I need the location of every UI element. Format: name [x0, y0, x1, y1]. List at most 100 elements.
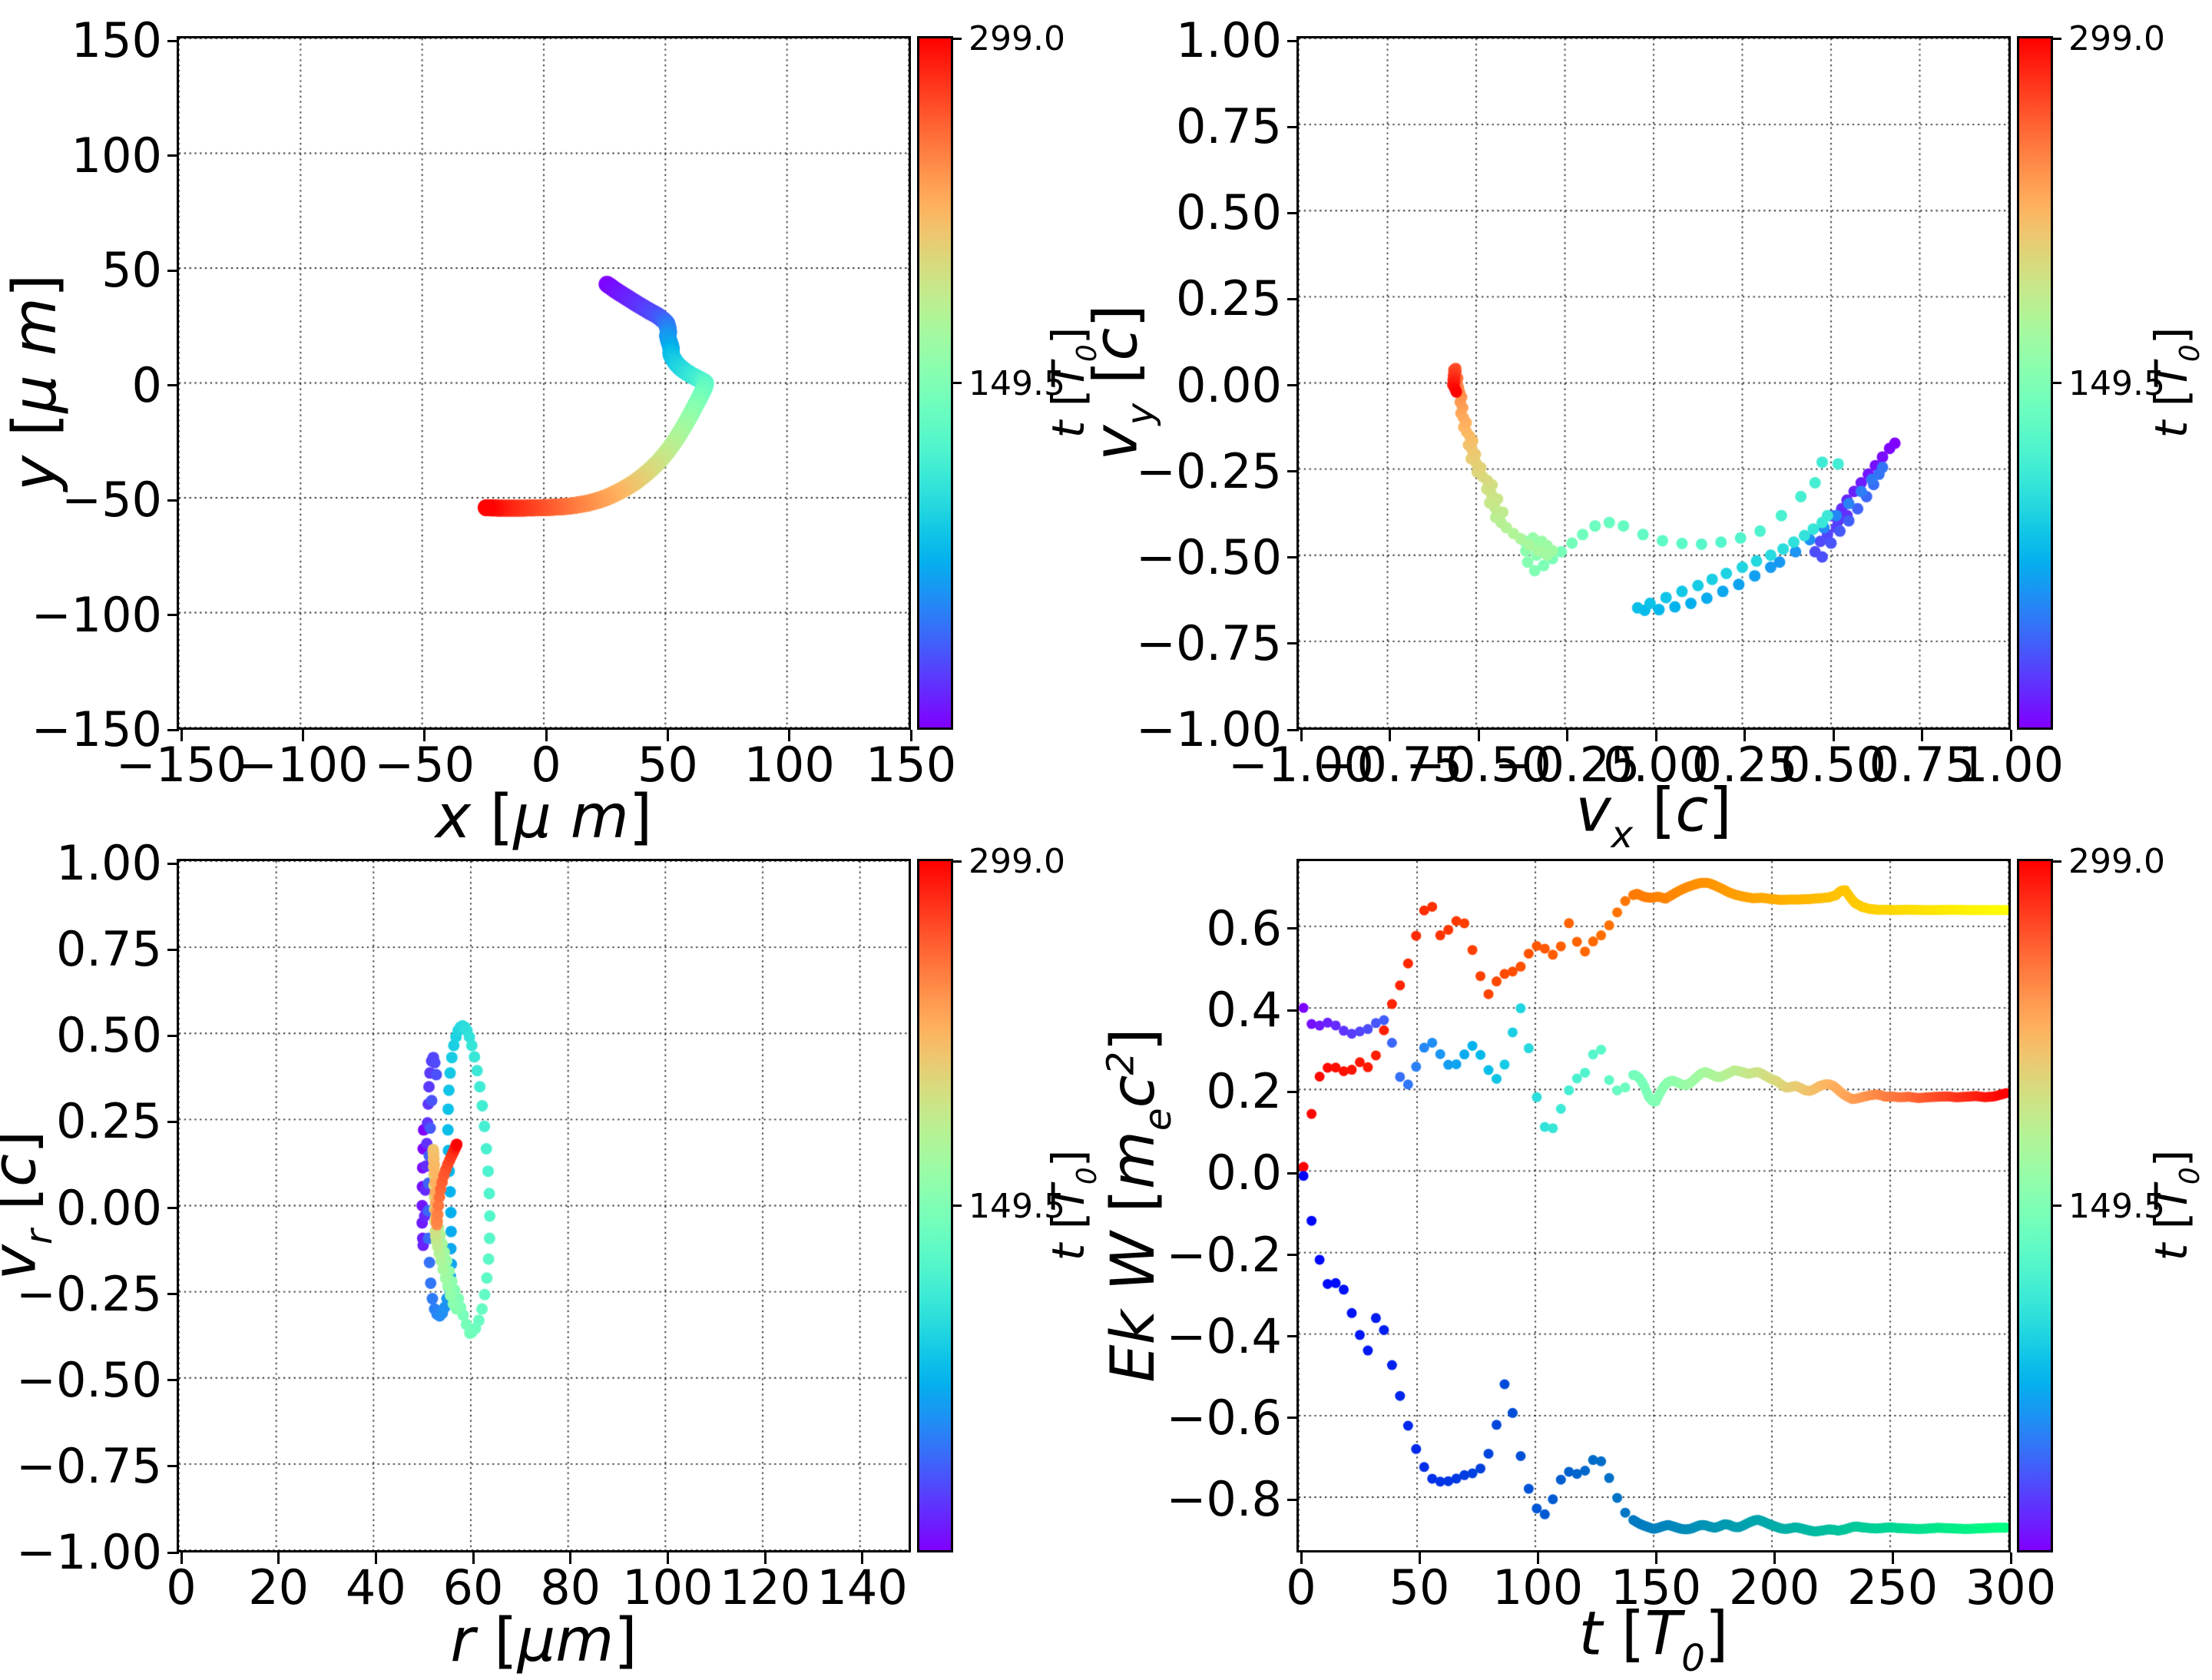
colorbar-tick [951, 382, 962, 384]
y-tick [167, 614, 179, 616]
radial-phase-space-canvas [179, 861, 909, 1550]
y-tick-label: −150 [31, 701, 162, 757]
y-tick-label: 150 [71, 12, 162, 68]
y-axis-label: y [μ m] [1, 273, 70, 492]
x-tick-label: −0.50 [1406, 737, 1551, 793]
y-tick-label: −0.6 [1166, 1389, 1282, 1446]
y-tick [167, 39, 179, 42]
y-tick [1287, 728, 1299, 731]
x-tick-label: 0 [166, 1559, 197, 1615]
x-tick-label: 60 [442, 1559, 504, 1615]
y-tick [167, 1207, 179, 1209]
x-axis-label: vx [c] [1575, 776, 1732, 857]
y-tick-label: 100 [71, 127, 162, 184]
y-tick-label: 1.00 [1175, 12, 1282, 68]
colorbar-tick [951, 1204, 962, 1207]
y-tick [1287, 211, 1299, 214]
x-tick-label: −100 [237, 737, 369, 793]
y-tick-label: −0.75 [1136, 615, 1282, 671]
y-tick [167, 1120, 179, 1123]
x-tick [423, 730, 426, 741]
x-tick [1654, 1552, 1657, 1564]
colorbar-tick-label: 299.0 [969, 19, 1065, 58]
x-tick [788, 730, 791, 741]
x-tick [1921, 730, 1923, 741]
y-tick [1287, 927, 1299, 930]
colorbar-tick [2051, 382, 2061, 384]
y-tick [167, 728, 179, 731]
x-tick [180, 730, 183, 741]
y-tick-label: −0.4 [1166, 1307, 1282, 1364]
y-tick-label: 0.0 [1206, 1145, 1282, 1201]
y-tick [1287, 1254, 1299, 1257]
x-tick-label: −0.75 [1316, 737, 1463, 793]
x-tick-label: 50 [637, 737, 698, 793]
x-tick [1477, 730, 1480, 741]
x-tick [301, 730, 304, 741]
x-tick [1536, 1552, 1539, 1564]
y-tick [167, 1293, 179, 1296]
colorbar: 299.0 149.5 [917, 22, 1065, 730]
colorbar-tick [951, 37, 962, 40]
y-tick [167, 269, 179, 272]
y-tick-label: 1.00 [55, 835, 162, 891]
y-tick [1287, 642, 1299, 645]
x-tick-label: 100 [622, 1559, 714, 1615]
plot-area-energy-work-time: 0 50 100 150 200 250 300 0.6 0.4 0.2 0.0 −0.2 −0.4 −0… [1166, 859, 2056, 1612]
x-tick [666, 1552, 669, 1564]
x-tick [666, 730, 669, 741]
colorbar-tick-label: 149.5 [969, 363, 1065, 403]
x-tick [2009, 1552, 2012, 1564]
x-tick-label: 0.25 [1691, 737, 1798, 793]
y-tick-label: 0.75 [1175, 98, 1282, 155]
y-tick [167, 499, 179, 502]
x-tick-label: 0 [1286, 1559, 1316, 1615]
y-tick [1287, 1171, 1299, 1175]
x-tick [1654, 730, 1657, 741]
y-tick-label: −0.50 [16, 1351, 162, 1408]
x-tick-label: 1.00 [1957, 737, 2065, 793]
y-tick-label: −0.75 [16, 1437, 162, 1494]
y-tick-label: −1.00 [1136, 701, 1282, 757]
y-tick-label: 0.2 [1206, 1063, 1282, 1120]
x-tick-label: 0 [531, 737, 561, 793]
x-tick-label: 140 [816, 1559, 908, 1615]
y-tick [167, 862, 179, 865]
y-tick-label: 0.25 [1175, 270, 1282, 327]
colorbar-tick-label: 149.5 [2068, 363, 2165, 403]
y-tick-label: 0.50 [55, 1007, 162, 1064]
x-tick-label: 0.50 [1780, 737, 1887, 793]
y-tick [167, 1379, 179, 1382]
y-tick-label: 0.00 [55, 1179, 162, 1236]
x-tick-label: 0.00 [1602, 737, 1710, 793]
colorbar-gradient [2019, 38, 2051, 727]
x-axis-label: x [μ m] [435, 783, 653, 852]
velocity-space-canvas [1299, 38, 2008, 727]
x-tick-label: −150 [115, 737, 247, 793]
colorbar-axis-label: t [T0] [2144, 1149, 2207, 1261]
y-tick [167, 154, 179, 157]
colorbar-gradient [919, 861, 951, 1550]
x-tick [909, 730, 912, 741]
y-axis-label: vr [c] [0, 1131, 61, 1281]
x-tick [763, 1552, 767, 1564]
colorbar: 299.0 149.5 [917, 845, 1065, 1552]
y-tick-label: 0.25 [55, 1093, 162, 1150]
y-tick [1287, 384, 1299, 386]
x-tick [1743, 730, 1746, 741]
x-tick-label: −1.00 [1228, 737, 1374, 793]
y-axis-label: Ek W [mec2] [1099, 1028, 1180, 1383]
y-tick-label: −0.2 [1166, 1226, 1282, 1283]
y-tick-label: −0.25 [16, 1265, 162, 1322]
y-tick [1287, 297, 1299, 300]
y-tick-label: 0.50 [1175, 184, 1282, 241]
x-tick [472, 1552, 475, 1564]
y-tick-label: −1.00 [16, 1524, 162, 1580]
y-tick [1287, 556, 1299, 559]
x-tick [861, 1552, 864, 1564]
colorbar-gradient [2019, 861, 2051, 1550]
x-tick-label: 80 [540, 1559, 601, 1615]
colorbar-tick-label: 149.5 [969, 1186, 1065, 1226]
colorbar: 299.0 149.5 [2017, 22, 2165, 730]
